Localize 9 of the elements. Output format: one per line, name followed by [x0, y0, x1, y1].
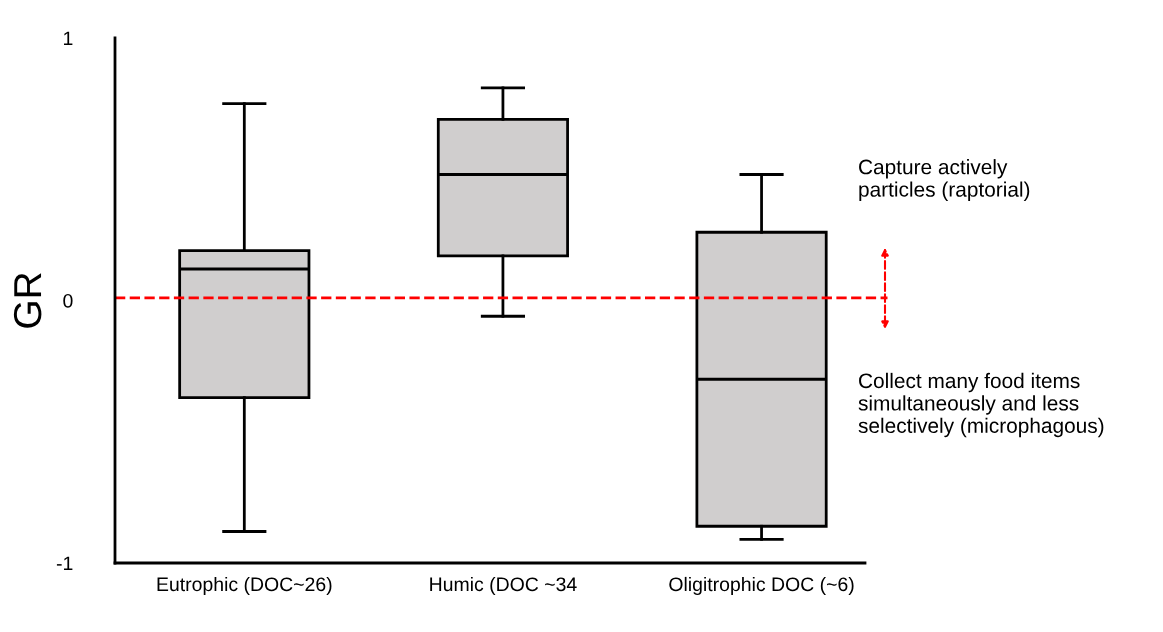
y-tick-label: 0 [63, 293, 73, 308]
x-tick-label: Humic (DOC ~34 [430, 576, 577, 596]
y-tick-label: -1 [56, 556, 73, 571]
y-axis-title: GR [13, 273, 42, 328]
annotation: Collect many food items simultaneously and less selectively (microphagous) [858, 372, 1104, 438]
annotation: Capture actively particles (raptorial) [859, 159, 1030, 201]
x-tick-label: Eutrophic (DOC~26) [157, 576, 332, 596]
y-tick-label: 1 [64, 31, 73, 46]
x-tick-label: Oligitrophic DOC (~6) [669, 576, 854, 596]
